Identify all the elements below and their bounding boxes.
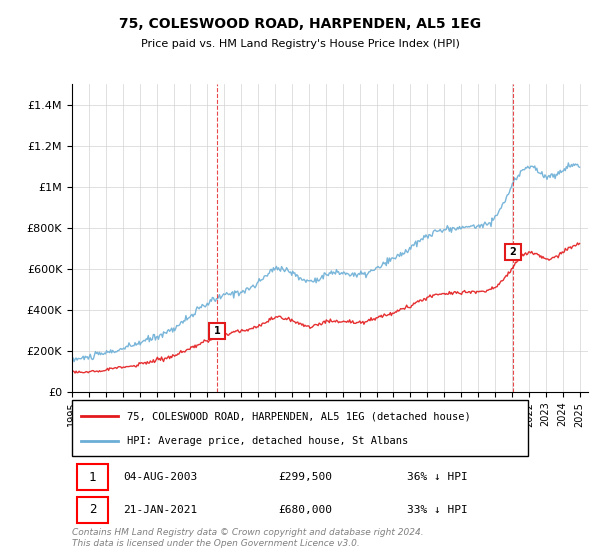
FancyBboxPatch shape <box>77 497 108 522</box>
Text: 1: 1 <box>214 325 221 335</box>
Text: 21-JAN-2021: 21-JAN-2021 <box>124 505 198 515</box>
Text: 33% ↓ HPI: 33% ↓ HPI <box>407 505 468 515</box>
Text: £680,000: £680,000 <box>278 505 332 515</box>
Text: 36% ↓ HPI: 36% ↓ HPI <box>407 472 468 482</box>
Text: Price paid vs. HM Land Registry's House Price Index (HPI): Price paid vs. HM Land Registry's House … <box>140 39 460 49</box>
Text: 2: 2 <box>509 248 516 258</box>
Text: HPI: Average price, detached house, St Albans: HPI: Average price, detached house, St A… <box>127 436 408 446</box>
Text: 75, COLESWOOD ROAD, HARPENDEN, AL5 1EG: 75, COLESWOOD ROAD, HARPENDEN, AL5 1EG <box>119 17 481 31</box>
Text: 2: 2 <box>89 503 97 516</box>
Text: £299,500: £299,500 <box>278 472 332 482</box>
Text: 1: 1 <box>89 470 97 483</box>
FancyBboxPatch shape <box>72 400 528 456</box>
Text: Contains HM Land Registry data © Crown copyright and database right 2024.
This d: Contains HM Land Registry data © Crown c… <box>72 528 424 548</box>
Text: 04-AUG-2003: 04-AUG-2003 <box>124 472 198 482</box>
Text: 75, COLESWOOD ROAD, HARPENDEN, AL5 1EG (detached house): 75, COLESWOOD ROAD, HARPENDEN, AL5 1EG (… <box>127 411 470 421</box>
FancyBboxPatch shape <box>77 464 108 490</box>
